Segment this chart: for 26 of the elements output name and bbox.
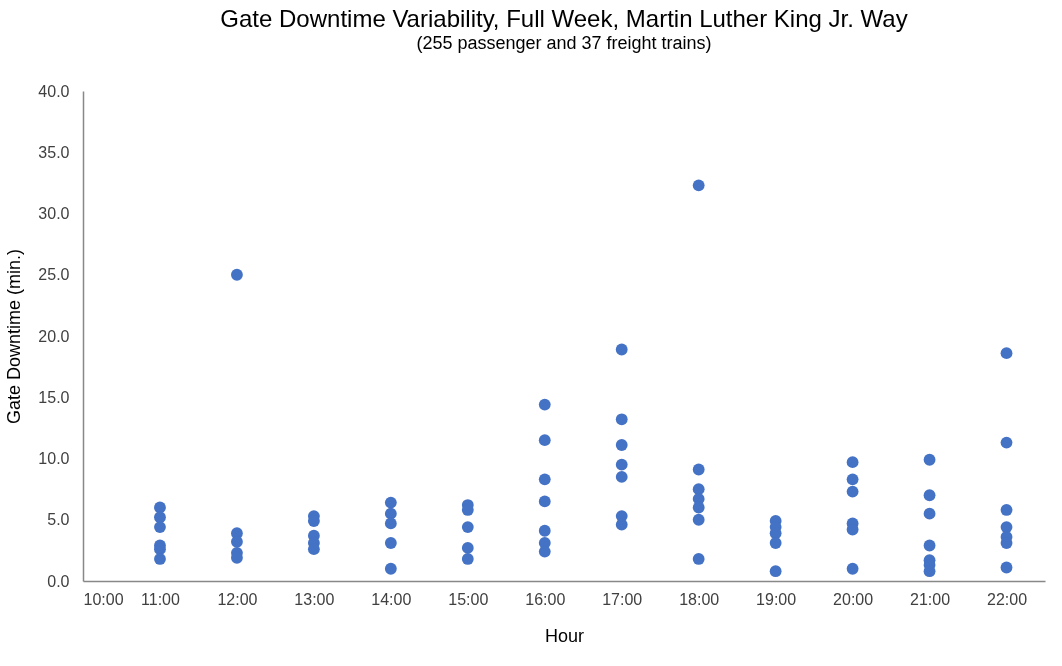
x-tick-label: 21:00 [910,590,951,608]
y-axis-title: Gate Downtime (min.) [4,248,25,425]
y-tick-label: 30.0 [38,205,70,222]
x-tick-label: 15:00 [448,590,489,608]
x-axis-title: Hour [544,625,585,646]
y-tick-label: 0.0 [47,572,70,590]
y-tick-label: 15.0 [38,388,70,406]
y-tick-label: 25.0 [38,266,70,284]
y-tick-label: 10.0 [38,450,70,467]
x-tick-label: 16:00 [525,590,566,608]
y-tick-label: 20.0 [38,327,70,345]
x-tick-label: 12:00 [217,590,258,608]
x-tick-label: 14:00 [371,590,412,608]
chart-subtitle: (255 passenger and 37 freight trains) [416,33,712,53]
y-tick-label: 35.0 [38,143,70,161]
x-tick-label: 19:00 [756,590,797,608]
chart-title: Gate Downtime Variability, Full Week, Martin Luther King Jr. Way [220,5,908,32]
y-tick-label: 5.0 [47,511,70,529]
x-tick-label: 18:00 [679,590,720,608]
y-tick-label: 40.0 [38,82,70,100]
x-tick-label: 20:00 [833,590,874,608]
x-tick-label: 17:00 [602,590,643,608]
x-tick-label: 11:00 [141,590,180,608]
x-tick-label: 13:00 [294,590,335,608]
x-tick-label: 22:00 [987,590,1028,608]
x-tick-label: 10:00 [83,590,124,608]
